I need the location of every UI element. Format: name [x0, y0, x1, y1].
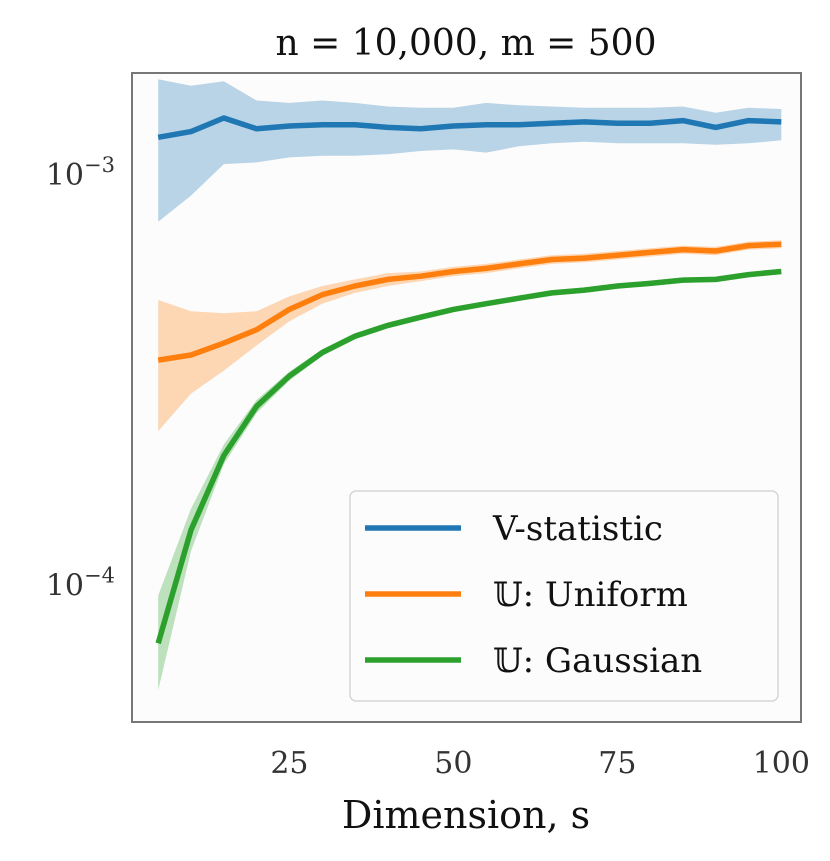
legend: V-statistic 𝕌: Uniform 𝕌: Gaussian	[349, 490, 779, 702]
legend-items: V-statistic 𝕌: Uniform 𝕌: Gaussian	[365, 509, 702, 681]
x-axis-label: Dimension, s	[342, 793, 590, 837]
y-tick-label: 10−4	[46, 563, 115, 603]
v-statistic-band	[158, 79, 782, 222]
x-tick-label: 75	[598, 746, 636, 781]
legend-label-uniform: 𝕌: Uniform	[493, 575, 688, 615]
v-statistic-line	[157, 115, 782, 141]
chart-title: n = 10,000, m = 500	[276, 23, 657, 64]
plot-frame	[131, 72, 802, 723]
legend-box	[349, 490, 779, 702]
legend-label-gaussian: 𝕌: Gaussian	[493, 641, 702, 681]
uniform-line	[157, 241, 782, 363]
x-tick-label: 100	[753, 746, 810, 781]
x-axis-ticks: 25 50 75 100	[270, 746, 810, 781]
y-axis-ticks: 10−3 10−4	[46, 153, 115, 604]
confidence-bands	[158, 79, 782, 691]
x-tick-label: 50	[434, 746, 472, 781]
series-lines	[155, 115, 782, 645]
x-tick-label: 25	[270, 746, 308, 781]
y-tick-label: 10−3	[46, 153, 115, 193]
legend-label-v-statistic: V-statistic	[492, 509, 663, 549]
gaussian-line	[155, 268, 782, 645]
